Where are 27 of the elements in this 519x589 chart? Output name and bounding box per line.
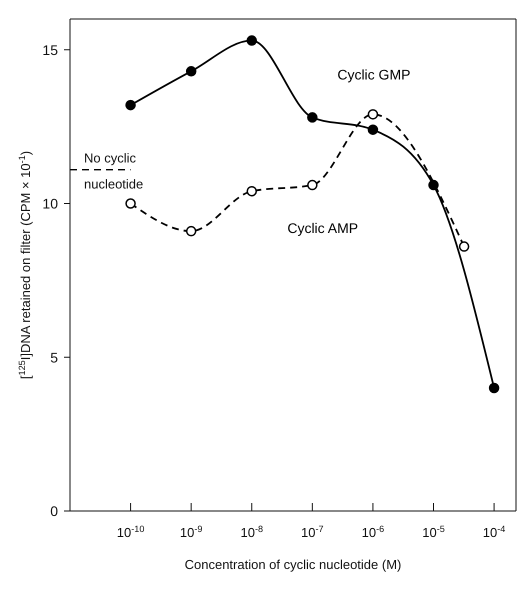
point (186, 66, 196, 77)
y-tick-label: 0 (50, 503, 58, 519)
x-tick-label: 10$^{-8}$ (240, 524, 264, 540)
point (307, 180, 318, 190)
y-tick-label: 5 (50, 349, 58, 366)
text: Cyclic AMP (287, 220, 358, 236)
ref-line-label: No cyclic nucleotide (84, 150, 144, 192)
x-tick-label: 10$^{-10}$ (116, 524, 144, 540)
point (125, 100, 136, 110)
point (125, 198, 136, 209)
x-tick-label: 10$^{-9}$ (180, 524, 202, 540)
point (186, 226, 196, 236)
x-tick-label: 10$^{-5}$ (422, 524, 445, 540)
point (246, 35, 257, 46)
x-tick-label: 10$^{-4}$ (482, 524, 506, 540)
point (368, 124, 378, 135)
x-tick-label: 10$^{-6}$ (362, 524, 384, 540)
point (307, 112, 318, 123)
y-tick-label: 15 (42, 42, 58, 58)
text: Cyclic GMP (337, 66, 410, 82)
y-tick-label: 10 (42, 196, 58, 212)
x-axis-title: Concentration of cyclic nucleotide (M) (184, 557, 402, 572)
point (428, 180, 439, 190)
point (246, 186, 257, 196)
point (488, 382, 500, 394)
x-tick-label: 10$^{-7}$ (301, 524, 324, 540)
point (368, 109, 378, 120)
